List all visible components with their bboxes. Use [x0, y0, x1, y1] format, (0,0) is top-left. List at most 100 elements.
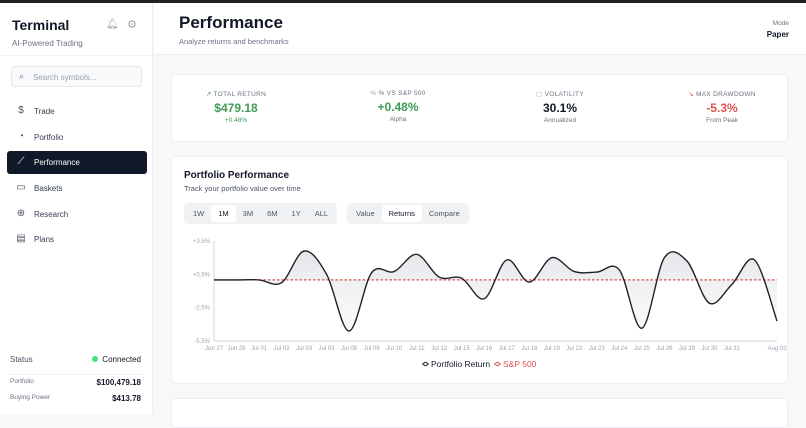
view-compare[interactable]: Compare — [428, 209, 460, 218]
stat-total-return: ↗ TOTAL RETURN $479.18 +0.48% — [161, 90, 311, 124]
page-title: Performance — [179, 13, 283, 32]
clipboard-icon: ▤ — [16, 233, 26, 244]
divider — [10, 374, 142, 375]
sidebar-item-label: Plans — [34, 235, 55, 244]
stat-value: -5.3% — [706, 101, 738, 115]
search-placeholder: Search symbols... — [33, 73, 97, 82]
x-tick-label: Jul 24 — [611, 346, 628, 352]
sidebar-item-label: Portfolio — [34, 133, 64, 142]
percent-icon: % — [370, 90, 377, 97]
sidebar-item-portfolio[interactable]: ◔ Portfolio — [7, 126, 147, 149]
x-tick-label: Jul 12 — [431, 346, 448, 352]
y-tick-label: +3.5% — [193, 239, 211, 245]
range-1w[interactable]: 1W — [193, 209, 205, 218]
view-value[interactable]: Value — [356, 209, 375, 218]
stat-value: $479.18 — [214, 101, 258, 115]
legend-label: S&P 500 — [503, 359, 537, 369]
card-icon: ▭ — [16, 182, 26, 193]
stat-sub: From Peak — [706, 117, 738, 124]
range-all[interactable]: ALL — [314, 209, 329, 218]
sidebar-item-plans[interactable]: ▤ Plans — [7, 228, 147, 251]
x-tick-label: Jul 19 — [544, 346, 561, 352]
x-tick-label: Jul 17 — [499, 346, 516, 352]
brand-name: Terminal — [12, 17, 70, 33]
line-chart-icon: ⟋ — [17, 156, 25, 167]
stat-label: % % VS S&P 500 — [370, 90, 426, 97]
page-subtitle: Analyze returns and benchmarks — [179, 37, 289, 46]
chart-title: Portfolio Performance — [184, 170, 290, 181]
trend-up-icon: ↗ — [205, 91, 212, 98]
stat-max-drawdown: ↘ MAX DRAWDOWN -5.3% From Peak — [647, 90, 797, 124]
x-tick-label: Jul 22 — [566, 346, 583, 352]
status-dot-icon — [92, 356, 99, 362]
sidebar-item-label: Baskets — [34, 184, 63, 193]
sidebar-item-label: Trade — [34, 107, 55, 116]
x-tick-label: Jun 27 — [205, 346, 224, 352]
stat-sub: Annualized — [543, 117, 577, 124]
legend-marker-icon — [495, 361, 500, 367]
stat-label: ↗ TOTAL RETURN — [205, 91, 267, 98]
performance-chart: +3.5% +0.5% -2.5% -5.5%Jun 27 Jun 28 Jul 01 Ju… — [193, 239, 787, 369]
portfolio-value: $100,479.18 — [96, 378, 142, 387]
y-tick-label: -2.5% — [194, 306, 210, 312]
range-1y[interactable]: 1Y — [291, 209, 301, 218]
sidebar-item-baskets[interactable]: ▭ Baskets — [7, 177, 147, 200]
sidebar-item-label: Performance — [34, 158, 80, 167]
range-1m[interactable]: 1M — [211, 205, 236, 222]
search-icon: ⌕ — [19, 71, 25, 81]
view-selector: Value Returns Compare — [347, 203, 469, 224]
trend-down-icon: ↘ — [688, 91, 694, 98]
sidebar: Terminal AI-Powered Trading 🔔︎ ⚙ ⌕ Search… — [0, 3, 153, 414]
stat-value: 30.1% — [542, 101, 578, 115]
bell-icon[interactable]: 🔔︎ — [106, 19, 119, 30]
x-tick-label: Jul 15 — [454, 346, 471, 352]
pie-chart-icon: ◔ — [17, 131, 25, 142]
x-tick-label: Jul 16 — [476, 346, 493, 352]
portfolio-label: Portfolio — [10, 378, 34, 385]
divider — [0, 55, 152, 56]
calendar-icon: ▢ — [536, 91, 543, 98]
x-tick-label: Jul 10 — [386, 346, 403, 352]
portfolio-area — [214, 250, 777, 332]
sidebar-item-research[interactable]: ⊕ Research — [7, 203, 147, 226]
sidebar-item-label: Research — [34, 210, 69, 219]
stat-volatility: ▢ VOLATILITY 30.1% Annualized — [485, 90, 635, 124]
x-tick-label: Aug 02 — [767, 346, 787, 352]
status-badge: Connected — [92, 355, 141, 364]
sidebar-item-performance[interactable]: ⟋ Performance — [7, 151, 147, 174]
range-3m[interactable]: 3M — [242, 209, 254, 218]
x-tick-label: Jul 26 — [656, 346, 673, 352]
page-header: Performance Analyze returns and benchmar… — [154, 3, 806, 55]
x-tick-label: Jul 03 — [319, 346, 336, 352]
y-tick-label: -5.5% — [194, 339, 210, 345]
stat-sub: Alpha — [389, 116, 407, 123]
view-returns[interactable]: Returns — [381, 205, 422, 222]
x-tick-label: Jul 18 — [521, 346, 538, 352]
stat-value: +0.48% — [377, 100, 419, 114]
x-tick-label: Jul 11 — [409, 346, 425, 352]
stat-sub: +0.48% — [224, 117, 248, 124]
x-tick-label: Jul 30 — [701, 346, 718, 352]
mode-label: Mode — [772, 20, 789, 27]
x-tick-label: Jul 23 — [589, 346, 606, 352]
range-selector: 1W 1M 3M 6M 1Y ALL — [184, 203, 338, 224]
globe-icon: ⊕ — [16, 208, 26, 219]
search-input[interactable]: ⌕ Search symbols... — [11, 66, 142, 87]
legend-marker-icon — [423, 361, 428, 367]
portfolio-line — [213, 250, 778, 332]
status-label: Status — [10, 355, 33, 364]
sidebar-item-trade[interactable]: $ Trade — [7, 100, 147, 123]
stat--vs-s-p-500: % % VS S&P 500 +0.48% Alpha — [323, 90, 473, 123]
window-top-bar — [0, 0, 806, 3]
buying-power-value: $413.78 — [112, 394, 141, 403]
stats-card — [171, 74, 788, 142]
buying-power-label: Buying Power — [10, 394, 51, 401]
brand-tagline: AI-Powered Trading — [12, 39, 83, 48]
x-tick-label: Jun 28 — [228, 346, 247, 352]
x-tick-label: Jul 03 — [296, 346, 313, 352]
x-tick-label: Jul 29 — [679, 346, 696, 352]
range-6m[interactable]: 6M — [267, 209, 278, 218]
gear-icon[interactable]: ⚙ — [127, 19, 137, 31]
mode-value[interactable]: Paper — [766, 30, 789, 39]
x-tick-label: Jul 08 — [341, 346, 358, 352]
